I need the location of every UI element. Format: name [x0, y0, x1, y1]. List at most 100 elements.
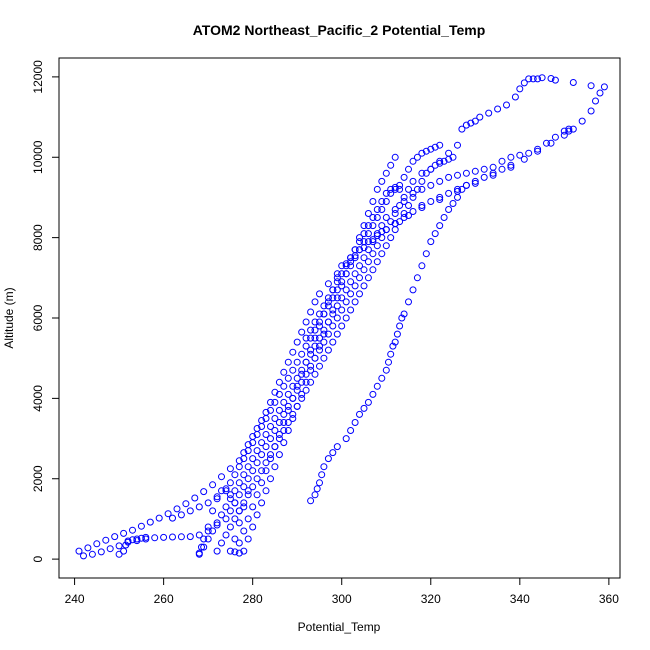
data-point [120, 529, 128, 537]
data-point [378, 374, 386, 382]
data-point [373, 214, 381, 221]
data-point [378, 206, 386, 213]
data-point [298, 370, 306, 378]
data-point [209, 481, 217, 489]
data-point [373, 382, 381, 390]
data-point [284, 419, 292, 426]
data-point [173, 505, 181, 513]
data-point [249, 439, 257, 447]
data-point [396, 202, 404, 209]
data-point [293, 402, 301, 410]
data-point [436, 141, 444, 149]
data-point [298, 390, 306, 398]
data-point [320, 354, 328, 362]
x-axis-label: Potential_Temp [298, 620, 381, 634]
data-points [75, 74, 608, 560]
data-point [511, 93, 519, 101]
data-point [391, 226, 399, 234]
data-point [311, 491, 319, 499]
data-point [338, 282, 346, 290]
data-point [213, 521, 221, 529]
data-point [289, 348, 297, 356]
data-point [382, 214, 390, 221]
data-point [198, 543, 205, 551]
x-tick-label: 280 [243, 592, 263, 606]
data-point [244, 491, 252, 499]
data-point [271, 398, 279, 406]
data-point [213, 495, 221, 503]
data-point [329, 306, 337, 314]
data-point [200, 543, 208, 551]
data-point [151, 534, 159, 542]
data-point [360, 266, 368, 274]
data-point [409, 157, 417, 165]
data-point [342, 260, 350, 268]
data-point [378, 198, 386, 205]
data-point [413, 274, 421, 282]
data-point [320, 338, 328, 346]
data-point [333, 274, 341, 282]
data-point [231, 499, 239, 507]
data-point [418, 185, 426, 193]
data-point [280, 410, 288, 418]
data-point [418, 149, 426, 157]
data-point [226, 491, 234, 499]
data-point [258, 499, 266, 507]
data-point [400, 198, 408, 205]
data-point [356, 246, 363, 254]
data-point [284, 374, 292, 382]
data-point [338, 322, 346, 330]
data-point [387, 185, 395, 193]
data-point [364, 246, 372, 254]
data-point [360, 222, 368, 230]
data-point [373, 185, 381, 193]
data-point [275, 451, 283, 459]
data-point [333, 270, 341, 278]
data-point [240, 499, 248, 507]
data-point [560, 131, 568, 139]
data-point [329, 322, 337, 330]
data-point [235, 491, 243, 499]
data-point [324, 455, 332, 463]
data-point [369, 238, 377, 246]
data-point [398, 314, 406, 322]
data-point [382, 226, 390, 234]
data-point [307, 334, 315, 342]
data-point [316, 290, 323, 298]
data-point [400, 310, 408, 318]
data-point [244, 535, 252, 543]
data-point [569, 125, 577, 133]
data-point [249, 455, 257, 463]
data-point [271, 463, 279, 471]
data-point [289, 366, 297, 374]
data-point [324, 346, 332, 354]
data-point [231, 535, 239, 543]
data-point [449, 200, 457, 207]
data-point [516, 151, 524, 159]
data-point [244, 447, 252, 455]
data-point [347, 262, 355, 270]
data-point [307, 350, 315, 358]
data-point [351, 419, 359, 426]
data-point [164, 510, 172, 518]
data-point [378, 250, 386, 258]
data-point [373, 242, 381, 250]
data-point [436, 196, 444, 203]
data-point [262, 431, 270, 438]
data-point [311, 354, 319, 362]
data-point [267, 423, 274, 430]
data-point [311, 342, 319, 350]
data-point [222, 531, 230, 539]
data-point [333, 314, 341, 322]
data-point [338, 262, 346, 270]
data-point [543, 139, 550, 147]
data-point [351, 246, 359, 254]
data-point [333, 302, 341, 310]
data-point [155, 514, 163, 522]
data-point [316, 362, 323, 370]
data-point [320, 330, 328, 338]
data-point [347, 427, 355, 434]
data-point [320, 463, 328, 471]
data-point [507, 163, 515, 171]
